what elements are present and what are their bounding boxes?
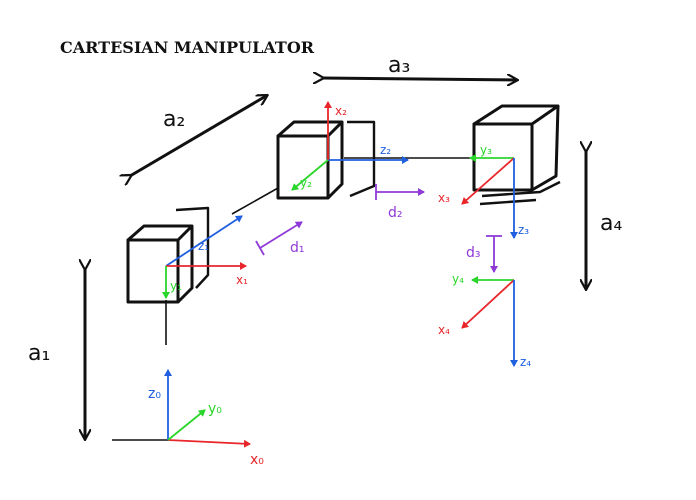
label-z1: z₁ <box>198 239 209 253</box>
joint-2-cube <box>276 120 376 200</box>
displacement-d1: d₁ <box>255 221 305 256</box>
dimension-a2: a₂ <box>130 96 266 176</box>
dimension-a4: a₄ <box>586 150 622 288</box>
label-y0: y₀ <box>208 401 222 417</box>
label-a4: a₄ <box>600 211 622 236</box>
label-x2: x₂ <box>335 104 347 118</box>
label-z0: z₀ <box>148 386 161 402</box>
link-1-2 <box>231 187 279 215</box>
label-z2: z₂ <box>380 143 391 157</box>
label-y3: y₃ <box>480 143 492 157</box>
label-y2: y₂ <box>300 176 312 190</box>
label-z3: z₃ <box>518 223 529 237</box>
label-d2: d₂ <box>388 205 403 221</box>
dimension-a3: a₃ <box>322 53 516 80</box>
label-d3: d₃ <box>466 245 481 261</box>
label-a2: a₂ <box>163 107 185 132</box>
displacement-d2: d₂ <box>375 184 425 221</box>
diagram-title: CARTESIAN MANIPULATOR <box>60 38 315 57</box>
label-a3: a₃ <box>388 53 410 78</box>
label-x0: x₀ <box>250 452 264 468</box>
joint-1-cube <box>126 206 210 304</box>
label-d1: d₁ <box>290 240 305 256</box>
frame-4: y₄ x₄ z₄ <box>438 272 531 369</box>
label-y4: y₄ <box>452 272 464 286</box>
label-y1: y₁ <box>170 279 182 293</box>
label-z4: z₄ <box>520 355 531 369</box>
label-x1: x₁ <box>236 273 248 287</box>
frame-3: y₃ x₃ z₃ <box>438 143 529 239</box>
frame-1: z₁ x₁ y₁ <box>162 215 248 299</box>
dimension-a1: a₁ <box>28 268 85 438</box>
label-x3: x₃ <box>438 191 450 205</box>
frame-2: x₂ z₂ y₂ <box>291 101 409 191</box>
label-a1: a₁ <box>28 341 50 366</box>
displacement-d3: d₃ <box>466 235 502 273</box>
label-x4: x₄ <box>438 323 450 337</box>
frame-0: x₀ y₀ z₀ <box>148 369 264 468</box>
